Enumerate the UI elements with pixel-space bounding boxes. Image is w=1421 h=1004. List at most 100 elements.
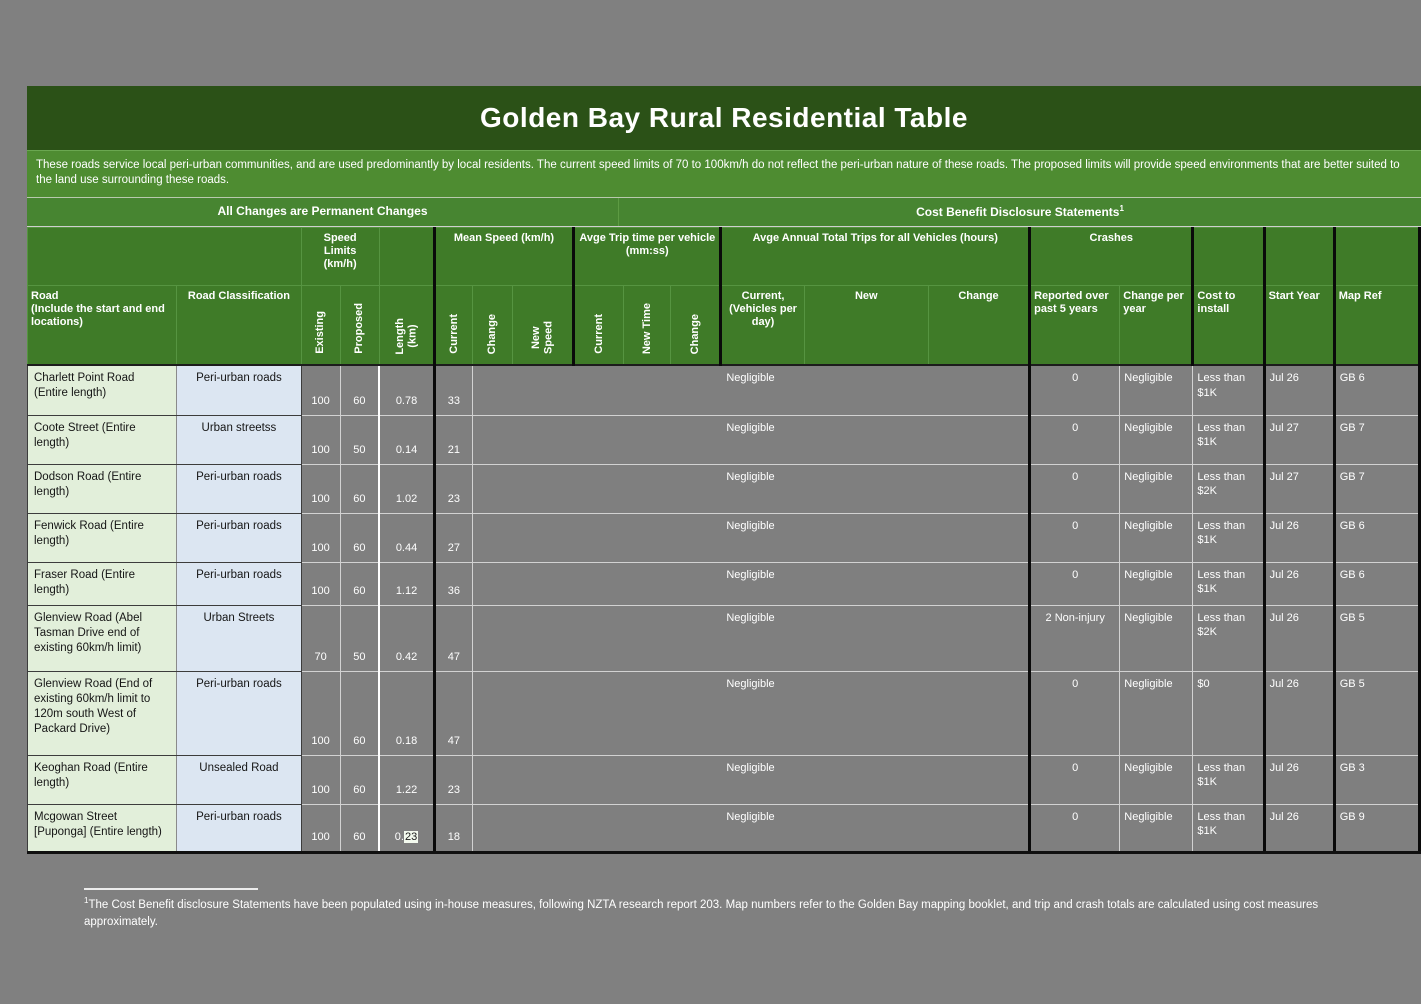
group-crashes[interactable]: Crashes: [1028, 226, 1194, 286]
crashes-reported-cell[interactable]: 0: [1028, 364, 1121, 416]
classification-cell[interactable]: Unsealed Road: [176, 754, 302, 805]
proposed-speed-cell[interactable]: 60: [339, 561, 380, 606]
road-cell[interactable]: Mcgowan Street [Puponga] (Entire length): [26, 803, 178, 854]
trips-note-cell[interactable]: Negligible: [471, 414, 1031, 465]
trips-note-cell[interactable]: Negligible: [471, 364, 1031, 416]
trips-note-cell[interactable]: Negligible: [471, 512, 1031, 563]
classification-cell[interactable]: Peri-urban roads: [176, 561, 302, 606]
cost-cell[interactable]: Less than $2K: [1192, 463, 1265, 514]
group-speed-limits[interactable]: Speed Limits (km/h): [300, 226, 380, 286]
col-road[interactable]: Road (Include the start and end location…: [26, 284, 178, 367]
crashes-reported-cell[interactable]: 0: [1028, 754, 1121, 805]
map-ref-cell[interactable]: GB 9: [1332, 803, 1421, 854]
col-mean-change[interactable]: Change: [471, 284, 513, 367]
mean-speed-current-cell[interactable]: 47: [432, 604, 473, 672]
classification-cell[interactable]: Peri-urban roads: [176, 670, 302, 756]
crashes-reported-cell[interactable]: 0: [1028, 561, 1121, 606]
crashes-change-cell[interactable]: Negligible: [1119, 754, 1194, 805]
crashes-change-cell[interactable]: Negligible: [1119, 670, 1194, 756]
map-ref-cell[interactable]: GB 5: [1332, 670, 1421, 756]
group-blank-length[interactable]: [378, 226, 435, 286]
road-cell[interactable]: Charlett Point Road (Entire length): [26, 364, 178, 416]
col-cost-to-install[interactable]: Cost to install: [1191, 284, 1265, 367]
mean-speed-current-cell[interactable]: 21: [432, 414, 473, 465]
trips-note-cell[interactable]: Negligible: [471, 670, 1031, 756]
classification-cell[interactable]: Peri-urban roads: [176, 463, 302, 514]
cost-cell[interactable]: Less than $1K: [1192, 414, 1265, 465]
mean-speed-current-cell[interactable]: 18: [432, 803, 473, 854]
road-cell[interactable]: Glenview Road (End of existing 60km/h li…: [26, 670, 178, 756]
length-cell[interactable]: 0.14: [378, 414, 436, 465]
group-annual-trips[interactable]: Avge Annual Total Trips for all Vehicles…: [719, 226, 1031, 286]
road-cell[interactable]: Fraser Road (Entire length): [26, 561, 178, 606]
road-cell[interactable]: Fenwick Road (Entire length): [26, 512, 178, 563]
proposed-speed-cell[interactable]: 60: [339, 512, 380, 563]
crashes-reported-cell[interactable]: 0: [1028, 512, 1121, 563]
group-blank-map[interactable]: [1332, 226, 1421, 286]
length-cell[interactable]: 1.12: [378, 561, 436, 606]
cost-cell[interactable]: Less than $1K: [1192, 512, 1265, 563]
crashes-reported-cell[interactable]: 0: [1028, 670, 1121, 756]
start-year-cell[interactable]: Jul 27: [1262, 414, 1335, 465]
mean-speed-current-cell[interactable]: 23: [432, 463, 473, 514]
start-year-cell[interactable]: Jul 26: [1262, 561, 1335, 606]
trips-note-cell[interactable]: Negligible: [471, 803, 1031, 854]
cost-cell[interactable]: Less than $1K: [1192, 803, 1265, 854]
length-cell[interactable]: 0.44: [378, 512, 436, 563]
road-cell[interactable]: Glenview Road (Abel Tasman Drive end of …: [26, 604, 178, 672]
crashes-reported-cell[interactable]: 2 Non-injury: [1028, 604, 1121, 672]
cost-cell[interactable]: $0: [1192, 670, 1265, 756]
col-map-ref[interactable]: Map Ref: [1332, 284, 1421, 367]
existing-speed-cell[interactable]: 100: [300, 561, 341, 606]
col-mean-current[interactable]: Current: [432, 284, 473, 367]
crashes-change-cell[interactable]: Negligible: [1119, 604, 1194, 672]
crashes-change-cell[interactable]: Negligible: [1119, 512, 1194, 563]
existing-speed-cell[interactable]: 100: [300, 754, 341, 805]
col-mean-new-speed[interactable]: New Speed: [511, 284, 575, 367]
proposed-speed-cell[interactable]: 50: [339, 414, 380, 465]
proposed-speed-cell[interactable]: 60: [339, 463, 380, 514]
proposed-speed-cell[interactable]: 60: [339, 670, 380, 756]
map-ref-cell[interactable]: GB 6: [1332, 561, 1421, 606]
existing-speed-cell[interactable]: 100: [300, 414, 341, 465]
cost-cell[interactable]: Less than $1K: [1192, 364, 1265, 416]
crashes-reported-cell[interactable]: 0: [1028, 414, 1121, 465]
classification-cell[interactable]: Peri-urban roads: [176, 512, 302, 563]
col-trips-change[interactable]: Change: [927, 284, 1031, 367]
classification-cell[interactable]: Urban streetss: [176, 414, 302, 465]
col-crash-reported[interactable]: Reported over past 5 years: [1028, 284, 1121, 367]
start-year-cell[interactable]: Jul 26: [1262, 512, 1335, 563]
map-ref-cell[interactable]: GB 5: [1332, 604, 1421, 672]
start-year-cell[interactable]: Jul 26: [1262, 364, 1335, 416]
map-ref-cell[interactable]: GB 7: [1332, 414, 1421, 465]
start-year-cell[interactable]: Jul 26: [1262, 754, 1335, 805]
crashes-reported-cell[interactable]: 0: [1028, 463, 1121, 514]
classification-cell[interactable]: Urban Streets: [176, 604, 302, 672]
col-trips-new[interactable]: New: [803, 284, 929, 367]
existing-speed-cell[interactable]: 100: [300, 512, 341, 563]
start-year-cell[interactable]: Jul 26: [1262, 670, 1335, 756]
existing-speed-cell[interactable]: 100: [300, 803, 341, 854]
mean-speed-current-cell[interactable]: 23: [432, 754, 473, 805]
existing-speed-cell[interactable]: 100: [300, 670, 341, 756]
trips-note-cell[interactable]: Negligible: [471, 561, 1031, 606]
road-cell[interactable]: Dodson Road (Entire length): [26, 463, 178, 514]
existing-speed-cell[interactable]: 100: [300, 463, 341, 514]
col-classification[interactable]: Road Classification: [176, 284, 302, 367]
mean-speed-current-cell[interactable]: 33: [432, 364, 473, 416]
trips-note-cell[interactable]: Negligible: [471, 604, 1031, 672]
crashes-change-cell[interactable]: Negligible: [1119, 561, 1194, 606]
proposed-speed-cell[interactable]: 60: [339, 754, 380, 805]
start-year-cell[interactable]: Jul 26: [1262, 803, 1335, 854]
start-year-cell[interactable]: Jul 26: [1262, 604, 1335, 672]
col-existing[interactable]: Existing: [300, 284, 341, 367]
classification-cell[interactable]: Peri-urban roads: [176, 364, 302, 416]
length-cell[interactable]: 1.22: [378, 754, 436, 805]
existing-speed-cell[interactable]: 100: [300, 364, 341, 416]
map-ref-cell[interactable]: GB 6: [1332, 364, 1421, 416]
trips-note-cell[interactable]: Negligible: [471, 463, 1031, 514]
proposed-speed-cell[interactable]: 60: [339, 364, 380, 416]
crashes-change-cell[interactable]: Negligible: [1119, 414, 1194, 465]
crashes-reported-cell[interactable]: 0: [1028, 803, 1121, 854]
mean-speed-current-cell[interactable]: 36: [432, 561, 473, 606]
